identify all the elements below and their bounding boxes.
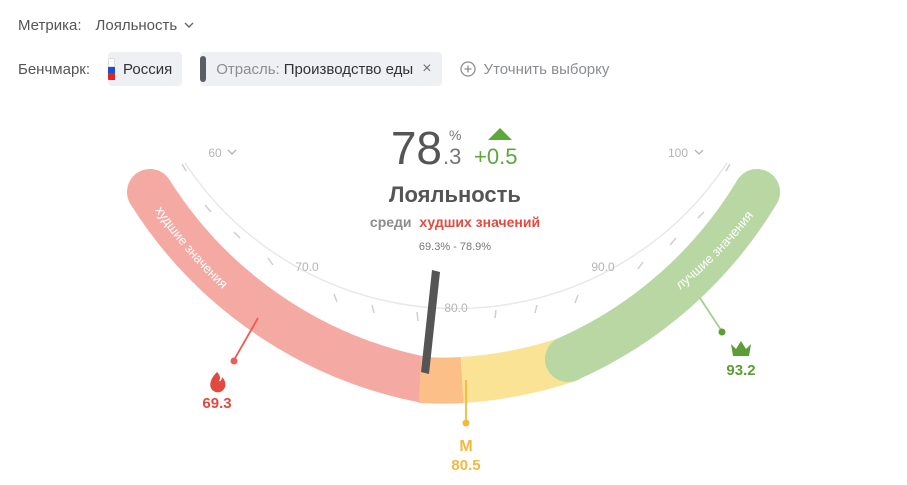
close-icon[interactable]: × [422,60,432,77]
scale-ticks [181,163,731,322]
triangle-up-icon [488,128,512,140]
industry-chip[interactable]: Отрасль: Производство еды × [200,52,442,86]
plus-circle-icon [459,61,476,77]
inner-scale-arc [184,162,728,310]
gauge-needle [421,270,440,374]
chevron-down-icon [184,22,194,28]
chevron-down-icon [227,149,237,155]
gauge-unit: % [449,127,461,143]
median-marker-dot [462,419,470,427]
benchmark-label: Бенчмарк: [18,60,91,78]
gauge-range-text: 69.3% - 78.9% [419,241,491,253]
benchmark-row: Бенчмарк: Россия Отрасль: Производство е… [18,52,609,86]
best-marker-value: 93.2 [726,362,755,379]
scale-label-70: 70.0 [295,260,319,274]
best-marker-line [699,297,722,331]
gauge-metric-title: Лояльность [389,182,521,207]
chevron-down-icon [694,149,704,155]
gauge-delta: +0.5 [474,144,517,169]
metric-dropdown[interactable]: Лояльность [96,17,196,34]
gauge-status: среди худших значений [370,214,540,230]
scale-label-80: 80.0 [444,301,468,315]
median-letter: M [459,438,472,455]
country-chip[interactable]: Россия [108,52,183,86]
metric-row: Метрика: Лояльность [18,14,195,36]
gauge-status-prefix: среди [370,214,412,230]
industry-chip-value: Производство еды [283,60,414,78]
industry-chip-prefix: Отрасль: [216,60,280,78]
metric-dropdown-value: Лояльность [95,16,178,34]
worst-marker-line [233,317,259,361]
country-chip-label: Россия [123,60,173,78]
russia-flag-icon [108,58,116,80]
best-band [545,169,780,382]
refine-selection-label: Уточнить выборку [483,60,610,78]
gauge-status-highlight: худших значений [419,214,540,230]
scale-label-100: 100 [668,146,688,160]
lower-median-band [418,357,467,404]
scale-label-60: 60 [208,146,222,160]
industry-chip-marker [200,56,207,82]
gauge-value-decimal: .3 [443,144,461,169]
fire-icon [210,372,226,393]
best-marker-dot [718,328,726,336]
crown-icon [731,341,751,356]
worst-band [127,169,448,403]
gauge-value: 78 [391,122,442,174]
metric-label: Метрика: [18,16,82,34]
worst-marker-value: 69.3 [202,395,231,412]
scale-label-90: 90.0 [591,260,615,274]
worst-marker-dot [230,357,238,365]
refine-selection-button[interactable]: Уточнить выборку [459,60,610,78]
median-marker-value: 80.5 [451,457,480,474]
